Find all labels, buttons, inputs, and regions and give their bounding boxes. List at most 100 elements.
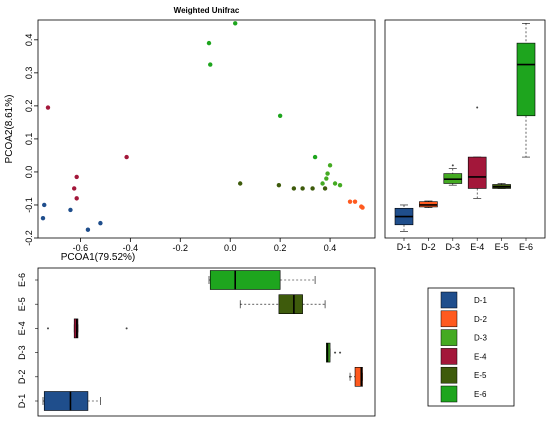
box-D-3 (326, 342, 342, 363)
outlier-point (451, 164, 454, 167)
data-point (74, 174, 79, 180)
boxplot-frame (384, 19, 546, 239)
legend: D-1 D-2 D-3 E-4 E-5 E-6 (427, 287, 515, 407)
category-label: D-1 (17, 394, 27, 409)
y-tick-label: 0.3 (24, 67, 34, 80)
y-tick-label: 0.1 (24, 133, 34, 146)
legend-swatch (440, 291, 458, 309)
box-E-4 (467, 106, 487, 199)
box-D-1 (42, 391, 101, 411)
outlier-point (349, 375, 352, 378)
data-point (68, 207, 73, 213)
box-D-3 (443, 164, 463, 186)
x-axis-title: PCOA1(79.52%) (61, 252, 135, 263)
box-E-6 (516, 23, 536, 158)
x-tick-label: -0.6 (73, 243, 89, 253)
chart-title: Weighted Unifrac (174, 6, 240, 15)
legend-label: E-5 (474, 371, 487, 380)
data-point (42, 202, 47, 208)
x-tick-label: 0.2 (274, 243, 287, 253)
data-point (310, 186, 315, 191)
category-label: D-2 (421, 242, 436, 252)
outlier-point (339, 351, 342, 354)
data-point (208, 62, 213, 67)
data-point (337, 182, 343, 188)
x-tick-label: 0.0 (224, 243, 237, 253)
legend-swatch (440, 366, 458, 384)
data-point (124, 154, 129, 160)
data-point (45, 105, 51, 110)
legend-swatch (440, 329, 458, 346)
box-E-5 (492, 183, 511, 189)
iqr-box (278, 294, 303, 315)
legend-swatch (440, 310, 458, 328)
x-tick-label: -0.2 (173, 243, 189, 253)
y-tick-label: -0.2 (24, 230, 34, 246)
data-point (206, 40, 212, 46)
iqr-box (43, 391, 89, 411)
data-point (324, 176, 329, 181)
category-label: E-4 (17, 321, 27, 335)
data-point (320, 181, 325, 186)
data-point (276, 182, 282, 188)
category-label: D-2 (17, 370, 27, 385)
legend-label: D-2 (474, 315, 487, 324)
y-tick-label: 0.4 (24, 34, 34, 47)
x-tick-label: -0.4 (123, 243, 139, 253)
category-label: E-5 (17, 297, 27, 311)
data-point (71, 186, 77, 191)
data-point (360, 205, 365, 210)
outlier-point (476, 106, 479, 109)
series-E-6 (206, 21, 318, 160)
data-point (277, 113, 283, 118)
data-point (85, 227, 91, 232)
data-point (322, 186, 328, 191)
boxplot-frame (37, 267, 376, 417)
data-point (327, 163, 333, 168)
category-label: D-3 (446, 242, 461, 252)
data-point (332, 181, 338, 186)
box-D-1 (394, 204, 414, 232)
box-D-2 (419, 200, 438, 208)
iqr-box (209, 270, 281, 290)
series-D-1 (40, 202, 103, 232)
category-label: E-5 (495, 242, 509, 252)
y-tick-label: 0.2 (24, 100, 34, 113)
box-E-6 (208, 270, 316, 290)
data-point (325, 171, 330, 176)
data-point (347, 199, 353, 204)
outlier-point (46, 327, 49, 330)
data-point (300, 186, 305, 191)
series-D-2 (347, 199, 365, 210)
data-point (98, 220, 103, 226)
pcoa1-boxplot-panel: D-1 D-2 D-3 E-4 E-5 E-6 (17, 267, 376, 417)
series-D-3 (320, 163, 343, 188)
series-E-4 (45, 105, 129, 201)
iqr-box (467, 156, 487, 189)
iqr-box (354, 366, 363, 387)
category-label: E-6 (519, 242, 533, 252)
plot-frame (37, 19, 376, 239)
x-tick-label: 0.4 (324, 243, 337, 253)
box-E-5 (239, 294, 326, 315)
outlier-point (125, 327, 128, 330)
data-point (238, 181, 243, 186)
category-label: D-1 (397, 242, 412, 252)
iqr-box (516, 42, 536, 117)
outlier-point (334, 351, 337, 354)
category-label: E-6 (17, 273, 27, 287)
data-point (312, 154, 318, 160)
y-axis-title: PCOA2(8.61%) (4, 95, 15, 164)
legend-label: D-3 (474, 334, 487, 343)
box-E-4 (46, 318, 128, 339)
legend-swatch (440, 348, 458, 365)
legend-label: E-4 (474, 352, 487, 361)
series-E-5 (238, 181, 328, 191)
data-point (40, 215, 46, 221)
pcoa2-boxplot-panel: D-1 D-2 D-3 E-4 E-5 E-6 (384, 19, 546, 252)
legend-label: D-1 (474, 296, 487, 305)
y-tick-label: 0.0 (24, 166, 34, 179)
box-D-2 (349, 366, 363, 387)
category-label: D-3 (17, 345, 27, 360)
